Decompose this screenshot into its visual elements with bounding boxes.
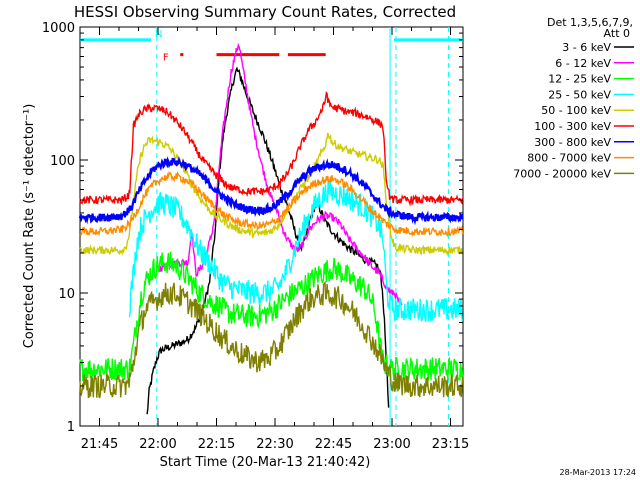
series-line bbox=[146, 66, 390, 415]
series-line bbox=[156, 42, 403, 306]
flag-label: F bbox=[163, 53, 169, 64]
legend-entry-label: 300 - 800 keV bbox=[534, 136, 611, 149]
x-tick-label: 22:15 bbox=[198, 437, 235, 452]
x-tick-label: 21:45 bbox=[81, 437, 118, 452]
series-line bbox=[128, 178, 463, 322]
axes-layer: 1 10 100 1000 21:45 22:00 22:15 22:30 22:45 23:00… bbox=[42, 21, 469, 452]
y-axis-label: Corrected Count Rate (s⁻¹ detector⁻¹) bbox=[22, 104, 37, 349]
legend-entry-label: 25 - 50 keV bbox=[548, 88, 611, 101]
y-tick-label: 100 bbox=[50, 154, 75, 169]
y-tick-label: 1000 bbox=[42, 21, 75, 36]
x-tick-label: 23:15 bbox=[432, 437, 469, 452]
legend-entry-label: 50 - 100 keV bbox=[541, 104, 611, 117]
chart-title: HESSI Observing Summary Count Rates, Cor… bbox=[74, 3, 456, 21]
legend-entry-label: 7000 - 20000 keV bbox=[513, 167, 611, 180]
x-tick-label: 22:30 bbox=[256, 437, 293, 452]
series-layer bbox=[78, 42, 464, 415]
annotations-layer: NF bbox=[80, 27, 463, 426]
y-tick-label: 10 bbox=[58, 287, 75, 302]
y-tick-label: 1 bbox=[67, 420, 75, 435]
legend-entry-label: 12 - 25 keV bbox=[548, 73, 611, 86]
series-line bbox=[78, 155, 464, 226]
legend-entry-label: 800 - 7000 keV bbox=[527, 152, 611, 165]
x-tick-label: 23:00 bbox=[373, 437, 410, 452]
legend-entry-label: 6 - 12 keV bbox=[555, 57, 611, 70]
x-tick-label: 22:45 bbox=[315, 437, 352, 452]
series-line bbox=[79, 132, 463, 257]
x-axis-label: Start Time (20-Mar-13 21:40:42) bbox=[160, 455, 371, 470]
series-line bbox=[79, 280, 464, 399]
legend-entry-label: 3 - 6 keV bbox=[562, 41, 611, 54]
plot-frame bbox=[79, 26, 464, 427]
legend: Det 1,3,5,6,7,9, Att 0 3 - 6 keV 6 - 12 k… bbox=[513, 16, 634, 180]
legend-header-line-2: Att 0 bbox=[604, 27, 630, 40]
footer-timestamp: 28-Mar-2013 17:24 bbox=[560, 468, 637, 477]
series-line bbox=[79, 90, 464, 207]
flag-label: N bbox=[155, 29, 162, 40]
legend-header-line-1: Det 1,3,5,6,7,9, bbox=[547, 16, 633, 29]
legend-entry-label: 100 - 300 keV bbox=[534, 120, 611, 133]
x-tick-label: 22:00 bbox=[139, 437, 176, 452]
series-line bbox=[79, 170, 464, 238]
